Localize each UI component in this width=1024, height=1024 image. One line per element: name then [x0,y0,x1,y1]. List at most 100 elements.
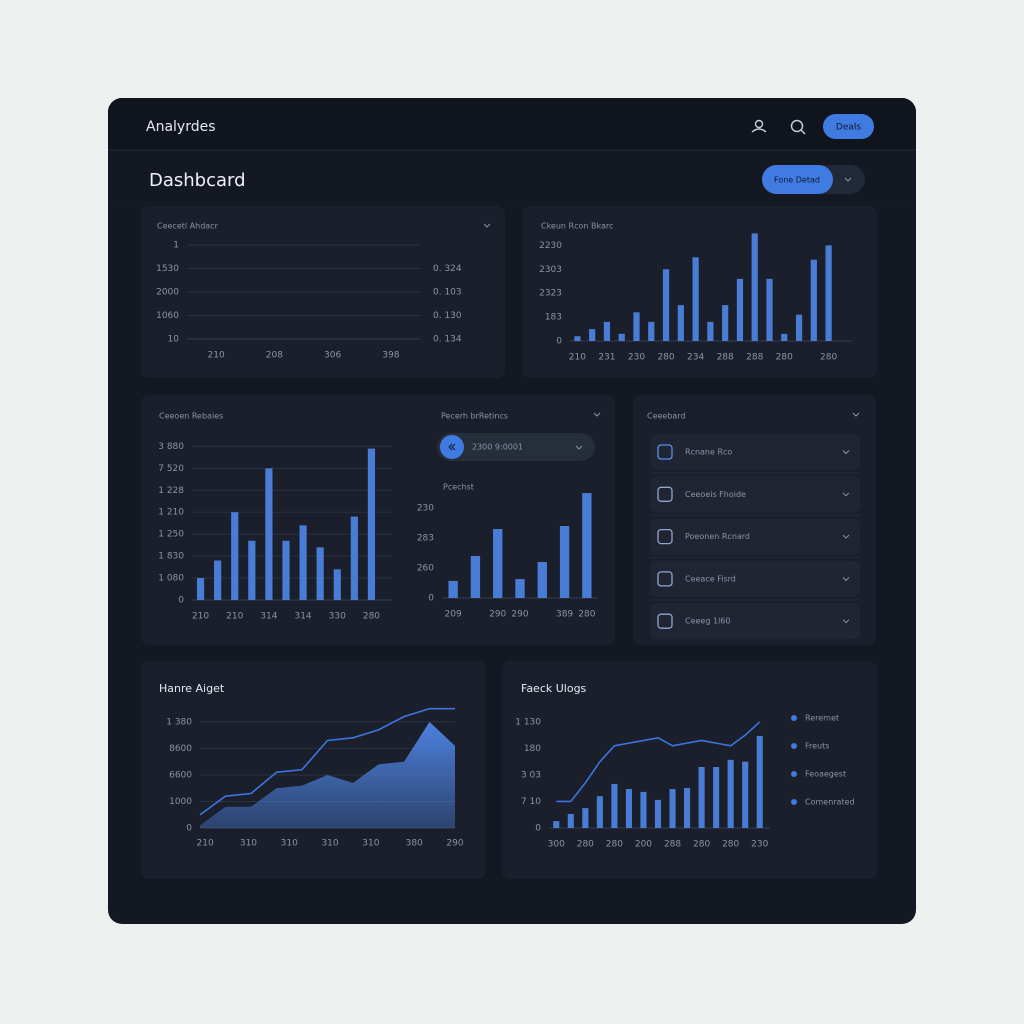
y-tick-label: 10 [168,335,180,345]
chart-title: Hanre Aiget [159,682,225,695]
chevron [842,619,850,624]
bar [231,512,239,600]
panel [141,395,615,645]
bar [756,735,763,828]
x-tick-label: 290 [446,839,463,849]
list-row[interactable] [650,476,860,513]
y-tick-label: 6600 [169,770,192,780]
header-button-label[interactable]: Deals [836,123,861,133]
y-tick-label: 8600 [169,744,192,754]
x-tick-label: 314 [294,612,311,622]
icon [448,443,456,451]
bar [698,767,705,828]
y-tick-label: 0 [428,594,434,604]
header-button[interactable] [823,114,874,139]
x-tick-label: 280 [657,353,674,363]
bar [582,808,589,828]
area [200,721,455,828]
x-tick-label: 398 [382,351,399,361]
chevron[interactable] [852,412,860,417]
x-tick-label: 290 [489,610,506,620]
list-row[interactable] [650,518,860,555]
dropdown-label[interactable]: 2300 9:0001 [472,443,523,452]
x-tick-label: 310 [321,839,338,849]
action-button-label[interactable]: Fone Detad [774,176,820,185]
bar [781,333,788,341]
bar [553,821,560,828]
list-row[interactable] [650,603,860,640]
bar [611,783,618,828]
bar [669,789,676,828]
x-tick-label: 288 [717,353,734,363]
chevron[interactable] [593,412,601,417]
y-tick-label: 180 [524,744,541,754]
search-icon[interactable] [790,119,806,135]
chart-title: Ckeun Rcon Bkarc [541,222,613,231]
x-tick-label: 234 [687,353,704,363]
chevron[interactable] [483,223,491,228]
bar [751,233,758,341]
bar [603,321,611,341]
x-tick-label: 230 [751,840,768,850]
y-tick-label: 283 [417,534,434,544]
list: Rcnane Rco Ceeoeis Fhoide Poeonen Rcnard Ce… [650,434,860,640]
dropdown[interactable] [437,433,595,461]
x-tick-label: 306 [324,351,341,361]
bar [265,468,273,600]
bar [640,791,647,828]
bar [333,569,341,600]
bar [448,580,458,598]
bar [727,759,734,828]
annotation: 0. 134 [433,335,462,345]
legend-label: Comenrated [805,798,855,807]
user-icon[interactable] [751,119,767,133]
x-tick-label: 389 [556,610,573,620]
x-tick-label: 310 [240,839,257,849]
chevron [842,450,850,455]
y-tick-label: 2303 [539,265,562,275]
x-tick-label: 210 [192,612,209,622]
y-tick-label: 230 [417,504,434,514]
bar [282,540,290,600]
chevron [842,534,850,539]
app-title: Analyrdes [146,119,216,135]
page-title: Dashbcard [149,170,246,191]
panel [502,661,877,879]
x-tick-label: 210 [197,839,214,849]
action-button[interactable] [762,165,833,194]
list-icon [657,528,673,545]
panel [522,206,877,378]
bar [766,278,773,341]
panel-title: Ceeebard [647,412,686,421]
bar [742,761,749,828]
chevron[interactable] [844,177,852,182]
x-tick-label: 310 [362,839,379,849]
x-tick-label: 210 [208,351,225,361]
line [556,721,761,803]
bar [537,562,547,598]
list-row[interactable] [650,434,860,470]
x-tick-label: 280 [722,840,739,850]
y-tick-label: 1000 [169,797,192,807]
chevron[interactable] [575,445,583,450]
list-icon [657,486,673,502]
bar [350,516,358,600]
bar [567,813,574,828]
list-label: Rcnane Rco [685,448,732,457]
annotation: 0. 103 [433,288,462,298]
annotation: 0. 324 [433,264,462,274]
y-tick-label: 0 [535,824,541,834]
legend-label: Feoaegest [805,770,846,779]
list-row[interactable] [650,560,860,597]
bar [648,321,655,341]
annotation: 0. 130 [433,311,462,321]
x-tick-label: 288 [746,353,763,363]
bar [248,540,256,600]
y-tick-label: 1 130 [515,717,541,727]
list-label: Poeonen Rcnard [685,532,750,541]
legend-label: Freuts [805,742,829,751]
x-tick-label: 280 [363,612,380,622]
x-tick-label: 280 [578,610,595,620]
